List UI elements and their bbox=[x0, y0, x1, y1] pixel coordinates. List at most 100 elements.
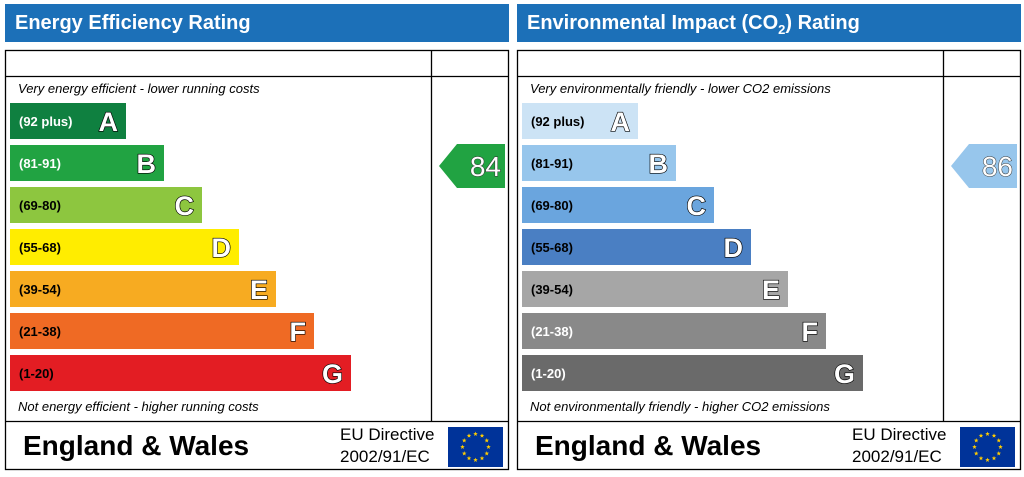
band-letter: F bbox=[802, 317, 819, 347]
band-letter: G bbox=[322, 359, 343, 389]
flag-star bbox=[973, 451, 979, 456]
band-range-label: (55-68) bbox=[531, 240, 573, 255]
band-letter: A bbox=[611, 107, 631, 137]
flag-star bbox=[479, 455, 485, 461]
band-bar bbox=[522, 187, 714, 223]
panel-header bbox=[517, 4, 1021, 42]
band-letter: B bbox=[137, 149, 157, 179]
flag-star bbox=[996, 451, 1002, 456]
rating-band-g: (1-20) G bbox=[522, 355, 863, 391]
band-bar bbox=[522, 271, 788, 307]
band-bar bbox=[10, 229, 239, 265]
rating-band-b: (81-91) B bbox=[10, 145, 164, 181]
band-range-label: (92 plus) bbox=[19, 114, 72, 129]
band-range-label: (92 plus) bbox=[531, 114, 584, 129]
flag-star bbox=[978, 455, 984, 461]
rating-band-f: (21-38) F bbox=[10, 313, 314, 349]
band-letter: D bbox=[724, 233, 744, 263]
chart-title-text: Energy Efficiency Rating bbox=[15, 12, 251, 34]
footer-region: England & Wales bbox=[23, 430, 249, 461]
band-range-label: (1-20) bbox=[531, 366, 566, 381]
band-letter: E bbox=[762, 275, 780, 305]
band-range-label: (21-38) bbox=[19, 324, 61, 339]
flag-star bbox=[473, 457, 478, 462]
flag-star bbox=[978, 433, 984, 438]
flag-star bbox=[998, 444, 1003, 449]
rating-band-d: (55-68) D bbox=[522, 229, 751, 265]
current-rating-value: 86 bbox=[982, 151, 1013, 182]
flag-star bbox=[972, 444, 977, 449]
band-range-label: (39-54) bbox=[19, 282, 61, 297]
directive-line-1: EU Directive bbox=[340, 425, 434, 444]
flag-star bbox=[473, 431, 478, 436]
chart-title-text: Environmental Impact (CO bbox=[527, 12, 778, 34]
flag-star bbox=[985, 431, 990, 436]
flag-star bbox=[461, 451, 467, 456]
environmental-impact-panel: Environmental Impact (CO2) Rating Very en… bbox=[516, 4, 1022, 471]
flag-star bbox=[991, 455, 997, 461]
rating-band-a: (92 plus) A bbox=[522, 103, 638, 139]
chart-title-tail: ) Rating bbox=[785, 12, 859, 34]
band-bar bbox=[522, 355, 863, 391]
flag-star bbox=[985, 457, 990, 462]
energy-efficiency-panel: Energy Efficiency Rating Very energy effi… bbox=[4, 4, 510, 471]
bottom-caption: Not environmentally friendly - higher CO… bbox=[530, 399, 830, 414]
band-letter: D bbox=[212, 233, 232, 263]
flag-star bbox=[484, 438, 490, 443]
panel-header bbox=[5, 4, 509, 42]
band-range-label: (69-80) bbox=[19, 198, 61, 213]
rating-band-a: (92 plus) A bbox=[10, 103, 126, 139]
top-caption: Very environmentally friendly - lower CO… bbox=[530, 81, 831, 96]
flag-star bbox=[484, 451, 490, 456]
band-letter: G bbox=[834, 359, 855, 389]
band-bar bbox=[10, 271, 276, 307]
bottom-caption: Not energy efficient - higher running co… bbox=[18, 399, 259, 414]
flag-star bbox=[461, 438, 467, 443]
current-rating-value: 84 bbox=[470, 151, 501, 182]
band-letter: C bbox=[175, 191, 195, 221]
eu-flag-icon bbox=[448, 427, 503, 467]
rating-band-c: (69-80) C bbox=[522, 187, 714, 223]
current-rating-marker: 86 bbox=[951, 144, 1017, 188]
band-letter: B bbox=[649, 149, 669, 179]
band-range-label: (21-38) bbox=[531, 324, 573, 339]
rating-band-c: (69-80) C bbox=[10, 187, 202, 223]
rating-band-e: (39-54) E bbox=[522, 271, 788, 307]
chart-title: Energy Efficiency Rating bbox=[15, 12, 251, 34]
band-letter: E bbox=[250, 275, 268, 305]
directive-line-2: 2002/91/EC bbox=[340, 447, 430, 466]
footer-region: England & Wales bbox=[535, 430, 761, 461]
band-letter: A bbox=[99, 107, 119, 137]
band-range-label: (81-91) bbox=[19, 156, 61, 171]
rating-band-d: (55-68) D bbox=[10, 229, 239, 265]
flag-star bbox=[973, 438, 979, 443]
band-bar bbox=[10, 103, 126, 139]
top-caption: Very energy efficient - lower running co… bbox=[18, 81, 260, 96]
current-rating-marker: 84 bbox=[439, 144, 505, 188]
flag-star bbox=[460, 444, 465, 449]
chart-title-subscript: 2 bbox=[778, 22, 785, 37]
eu-flag-icon bbox=[960, 427, 1015, 467]
rating-band-g: (1-20) G bbox=[10, 355, 351, 391]
band-bar bbox=[522, 103, 638, 139]
rating-arrow bbox=[439, 144, 505, 188]
band-letter: F bbox=[290, 317, 307, 347]
directive-line-1: EU Directive bbox=[852, 425, 946, 444]
band-range-label: (1-20) bbox=[19, 366, 54, 381]
chart-title: Environmental Impact (CO2) Rating bbox=[527, 12, 860, 37]
band-bar bbox=[522, 145, 676, 181]
band-bar bbox=[10, 313, 314, 349]
rating-band-f: (21-38) F bbox=[522, 313, 826, 349]
band-range-label: (39-54) bbox=[531, 282, 573, 297]
rating-band-e: (39-54) E bbox=[10, 271, 276, 307]
chart-frame bbox=[516, 49, 1022, 471]
flag-star bbox=[479, 433, 485, 438]
rating-band-b: (81-91) B bbox=[522, 145, 676, 181]
band-bar bbox=[522, 229, 751, 265]
chart-frame bbox=[4, 49, 510, 471]
band-range-label: (55-68) bbox=[19, 240, 61, 255]
band-bar bbox=[522, 313, 826, 349]
directive-line-2: 2002/91/EC bbox=[852, 447, 942, 466]
flag-star bbox=[996, 438, 1002, 443]
